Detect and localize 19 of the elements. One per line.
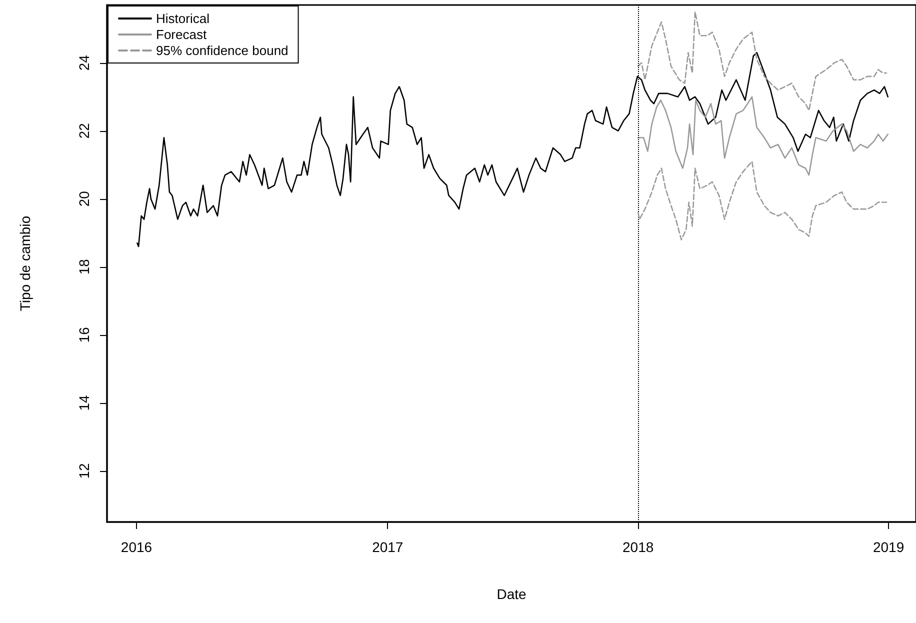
x-tick-label: 2018 <box>622 539 654 555</box>
line-series <box>637 11 888 112</box>
y-axis-title: Tipo de cambio <box>17 216 33 312</box>
y-tick-label: 14 <box>76 394 92 411</box>
y-tick-label: 12 <box>76 462 92 479</box>
y-tick-label: 22 <box>76 122 92 139</box>
line-series <box>637 96 889 176</box>
x-tick-label: 2019 <box>872 539 904 555</box>
legend-label: Forecast <box>156 27 207 42</box>
y-tick-label: 24 <box>76 54 92 71</box>
x-axis-title: Date <box>496 586 526 602</box>
x-tick-label: 2016 <box>120 539 152 555</box>
legend-label: 95% confidence bound <box>156 43 288 58</box>
y-tick-label: 20 <box>76 190 92 207</box>
y-tick-label: 18 <box>76 258 92 275</box>
legend-label: Historical <box>156 11 210 26</box>
x-tick-label: 2017 <box>372 539 404 555</box>
line-series <box>637 160 888 240</box>
y-tick-label: 16 <box>76 326 92 343</box>
